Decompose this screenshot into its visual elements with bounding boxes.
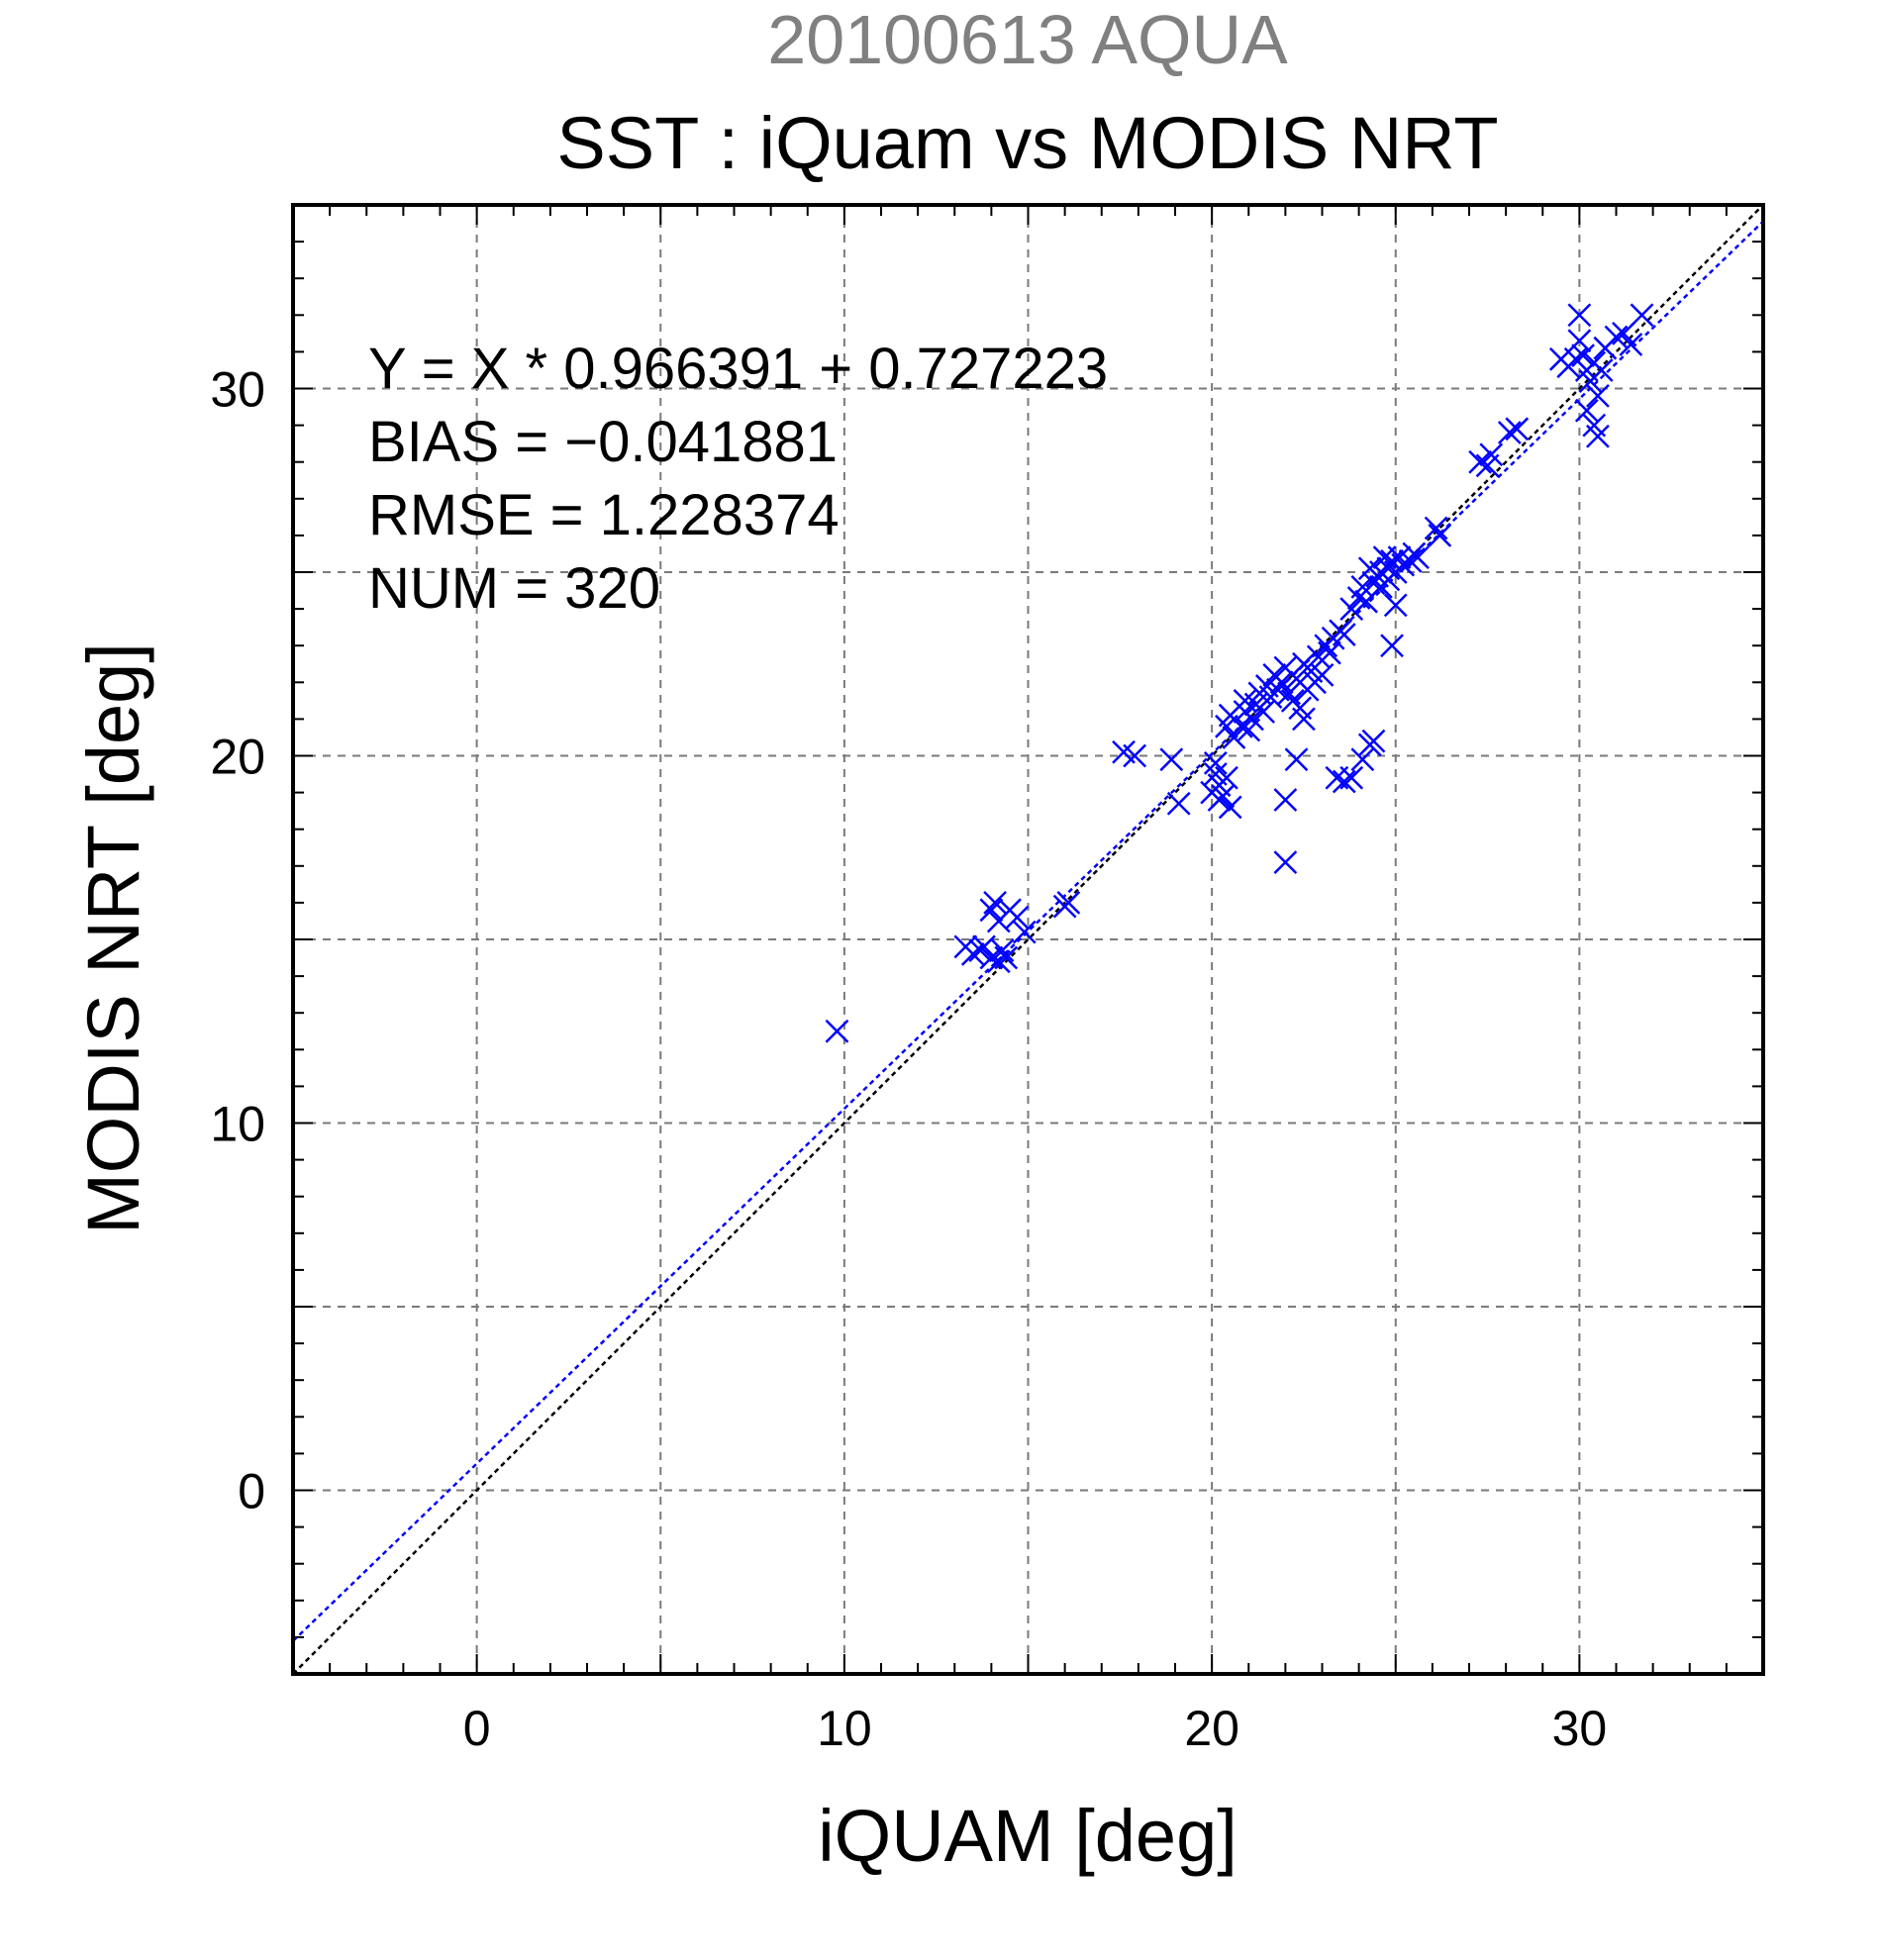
regression-line (292, 220, 1764, 1642)
y-tick-label: 0 (238, 1464, 265, 1519)
data-point (1251, 700, 1275, 724)
data-point (1269, 670, 1294, 695)
x-axis-title: iQUAM [deg] (818, 1795, 1238, 1877)
data-point (1240, 707, 1264, 732)
stats-annotation: Y = X * 0.966391 + 0.727223 BIAS = −0.04… (368, 337, 1108, 621)
data-point (1612, 321, 1635, 345)
data-point (1571, 343, 1595, 367)
data-point (990, 938, 1015, 963)
data-point (1222, 726, 1246, 749)
data-point (1497, 421, 1522, 444)
plot-frame (291, 203, 1765, 1676)
data-point (1424, 516, 1448, 540)
data-point (1339, 597, 1364, 621)
y-tick-label: 20 (210, 730, 265, 785)
data-point (1398, 548, 1423, 573)
data-point (1215, 765, 1238, 790)
data-point (1604, 325, 1629, 349)
data-point (1479, 442, 1504, 467)
data-point (1005, 905, 1030, 930)
stats-rmse: RMSE = 1.228374 (368, 483, 840, 547)
data-point (1383, 593, 1408, 618)
data-points (825, 303, 1654, 1043)
data-point (1589, 358, 1614, 382)
data-point (1380, 634, 1404, 658)
data-point (1211, 784, 1236, 809)
data-point (994, 945, 1019, 970)
data-point (1376, 567, 1401, 592)
data-point (1332, 769, 1356, 794)
data-point (979, 898, 1004, 923)
data-point (1586, 384, 1610, 408)
data-point (1350, 747, 1375, 772)
identity-line (292, 204, 1764, 1675)
data-point (1339, 765, 1364, 790)
data-point (1012, 920, 1037, 944)
tick-labels: 0 10 20 30 0 10 20 30 (210, 362, 1607, 1757)
data-point (960, 941, 985, 966)
data-point (1273, 850, 1298, 874)
data-point (1292, 707, 1316, 732)
data-point (1203, 751, 1228, 775)
data-point (1166, 791, 1191, 816)
data-point (1218, 795, 1242, 820)
data-point (1619, 333, 1643, 356)
data-point (1406, 545, 1430, 570)
data-point (1318, 640, 1341, 665)
data-point (983, 891, 1007, 915)
stats-fit-equation: Y = X * 0.966391 + 0.727223 (368, 337, 1108, 401)
data-point (1468, 449, 1493, 474)
data-point (1574, 398, 1599, 423)
data-point (1586, 424, 1610, 448)
data-point (1123, 743, 1147, 768)
data-point (1159, 747, 1184, 772)
data-point (1630, 303, 1654, 328)
data-point (1310, 662, 1335, 687)
data-point (1332, 623, 1356, 646)
stats-count: NUM = 320 (368, 556, 660, 621)
x-tick-label: 20 (1184, 1701, 1239, 1756)
data-point (1361, 729, 1386, 753)
data-point (1273, 788, 1298, 812)
x-tick-label: 10 (817, 1701, 872, 1756)
data-point (825, 1019, 849, 1043)
chart-title: SST : iQuam vs MODIS NRT (556, 102, 1498, 184)
x-tick-label: 30 (1552, 1701, 1608, 1756)
data-point (1567, 329, 1592, 353)
data-point (1277, 681, 1301, 706)
y-axis-title: MODIS NRT [deg] (72, 642, 154, 1234)
data-point (1428, 524, 1452, 547)
chart-suptitle: 20100613 AQUA (767, 1, 1288, 78)
data-point (1229, 714, 1253, 738)
y-tick-label: 30 (210, 362, 265, 418)
y-tick-label: 10 (210, 1097, 265, 1152)
reference-lines (292, 204, 1764, 1675)
data-point (1505, 417, 1530, 441)
data-point (1284, 747, 1309, 772)
x-tick-label: 0 (463, 1701, 491, 1756)
grid (293, 205, 1763, 1674)
data-point (1567, 303, 1592, 328)
stats-bias: BIAS = −0.041881 (368, 410, 838, 474)
data-point (1056, 891, 1081, 915)
